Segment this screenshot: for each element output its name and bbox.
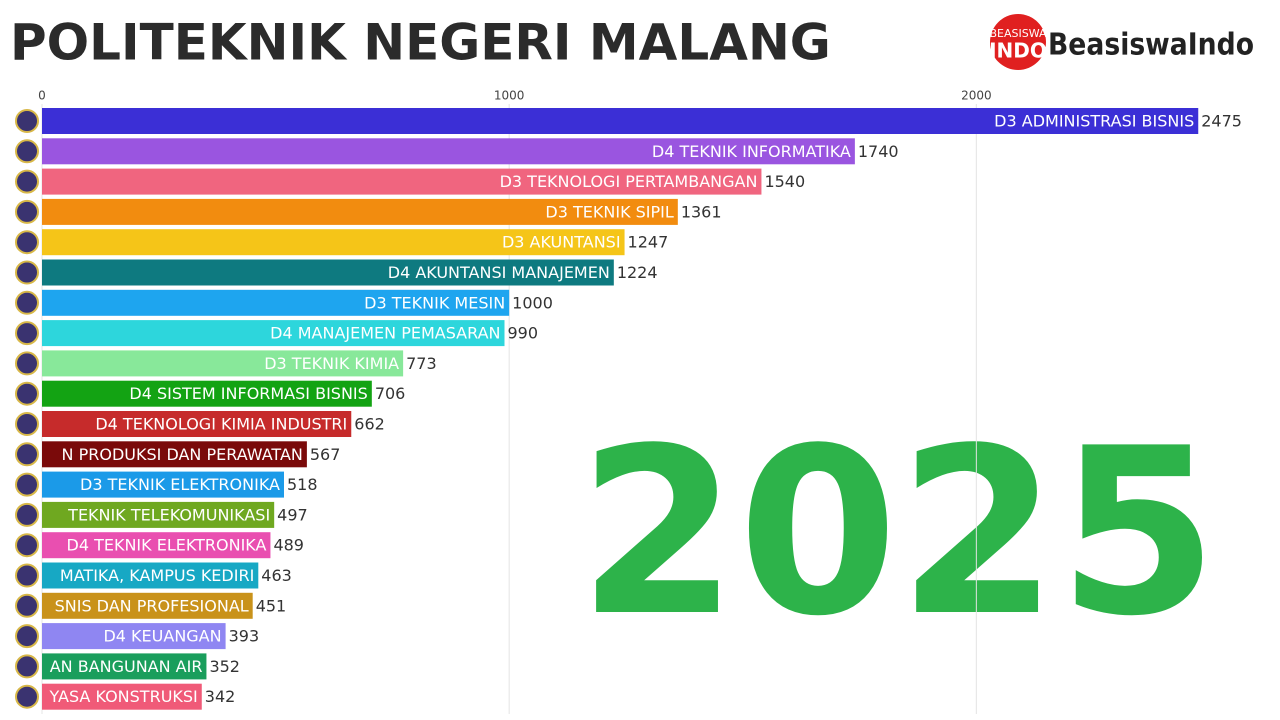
bar-label: D3 TEKNIK MESIN	[364, 293, 505, 312]
value-label: 518	[287, 475, 318, 494]
logo-badge-bottom: INDO	[989, 39, 1047, 63]
bar	[42, 138, 855, 165]
bar-label: D3 TEKNIK KIMIA	[264, 354, 399, 373]
bar	[42, 411, 352, 437]
row-icon	[15, 684, 39, 709]
bar	[42, 441, 307, 468]
row-icon	[15, 109, 39, 133]
value-label: 1247	[628, 233, 669, 252]
bar	[42, 471, 284, 498]
value-label: 1000	[512, 293, 553, 312]
row-icon	[15, 624, 39, 649]
value-label: 567	[310, 445, 341, 464]
bar-label: D3 AKUNTANSI	[502, 233, 621, 252]
bar-label: SNIS DAN PROFESIONAL	[55, 596, 249, 615]
bar-label: D4 MANAJEMEN PEMASARAN	[270, 324, 500, 343]
value-label: 393	[229, 627, 260, 646]
value-label: 773	[406, 354, 437, 373]
value-label: 497	[277, 505, 308, 524]
bar	[42, 168, 762, 195]
bar	[42, 198, 678, 225]
bar	[42, 501, 275, 528]
bar	[42, 259, 614, 286]
row-icon	[15, 412, 39, 436]
bar-label: D3 TEKNIK SIPIL	[545, 202, 673, 221]
bar	[42, 350, 404, 377]
value-label: 706	[375, 384, 406, 403]
row-icon	[15, 351, 39, 376]
row-icon	[15, 290, 39, 315]
bar-label: D4 TEKNOLOGI KIMIA INDUSTRI	[95, 415, 347, 434]
row-icon	[15, 533, 39, 558]
row-icon	[15, 230, 39, 255]
bar-label: N PRODUKSI DAN PERAWATAN	[62, 445, 303, 464]
year-label: 2025	[578, 400, 1218, 667]
bar	[42, 320, 505, 347]
bar	[42, 623, 226, 650]
row-icon	[15, 442, 39, 467]
value-label: 489	[273, 536, 304, 555]
value-label: 451	[256, 596, 287, 615]
logo-badge	[990, 14, 1046, 70]
bar-label: D4 TEKNIK ELEKTRONIKA	[67, 536, 267, 555]
value-label: 1224	[617, 263, 658, 282]
bar	[42, 380, 372, 407]
value-label: 990	[507, 324, 538, 343]
value-label: 342	[205, 687, 236, 706]
row-icon	[15, 654, 39, 679]
bar	[42, 289, 510, 316]
bar-label: D3 TEKNIK ELEKTRONIKA	[80, 475, 280, 494]
row-icon	[15, 169, 39, 194]
bar	[42, 108, 1199, 134]
bar	[42, 532, 271, 559]
bar-label: D3 ADMINISTRASI BISNIS	[994, 112, 1194, 131]
value-label: 1361	[681, 202, 722, 221]
value-label: 662	[354, 415, 385, 434]
row-icon	[15, 563, 39, 588]
bar-label: YASA KONSTRUKSI	[49, 687, 198, 706]
bar	[42, 592, 253, 619]
x-tick-label: 1000	[494, 89, 525, 103]
bar-label: MATIKA, KAMPUS KEDIRI	[60, 566, 254, 585]
bar	[42, 229, 625, 256]
row-icon	[15, 139, 39, 164]
value-label: 2475	[1201, 112, 1242, 131]
logo-badge-top: BEASISWA	[989, 27, 1047, 40]
bar	[42, 653, 207, 680]
bar-label: D3 TEKNOLOGI PERTAMBANGAN	[500, 172, 758, 191]
value-label: 1540	[764, 172, 805, 191]
bar-label: TEKNIK TELEKOMUNIKASI	[67, 505, 270, 524]
x-tick-label: 0	[38, 89, 46, 103]
row-icon	[15, 502, 39, 527]
logo-name: BeasiswaIndo	[1048, 28, 1254, 63]
row-icon	[15, 321, 39, 346]
chart-title: POLITEKNIK NEGERI MALANG	[10, 14, 831, 72]
value-label: 1740	[858, 142, 899, 161]
value-label: 463	[261, 566, 292, 585]
bar	[42, 683, 202, 710]
row-icon	[15, 381, 39, 406]
row-icon	[15, 260, 39, 285]
bar-label: D4 SISTEM INFORMASI BISNIS	[129, 384, 367, 403]
bar-label: D4 TEKNIK INFORMATIKA	[652, 142, 851, 161]
value-label: 352	[209, 657, 240, 676]
brand-logo: BEASISWA INDO BeasiswaIndo	[989, 14, 1254, 70]
row-icon	[15, 472, 39, 497]
row-icon	[15, 593, 39, 618]
bar-label: D4 AKUNTANSI MANAJEMEN	[388, 263, 610, 282]
bar-label: D4 KEUANGAN	[103, 627, 221, 646]
bar	[42, 562, 259, 589]
x-tick-label: 2000	[961, 89, 992, 103]
bar-label: AN BANGUNAN AIR	[50, 657, 203, 676]
row-icon	[15, 199, 39, 224]
